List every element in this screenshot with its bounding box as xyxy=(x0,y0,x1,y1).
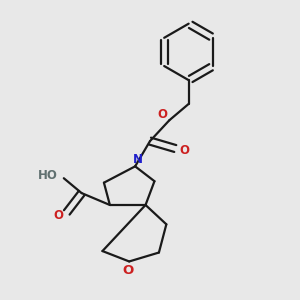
Text: N: N xyxy=(133,153,143,166)
Text: O: O xyxy=(157,108,167,122)
Text: O: O xyxy=(179,143,189,157)
Text: O: O xyxy=(53,209,64,222)
Text: O: O xyxy=(122,264,133,277)
Text: HO: HO xyxy=(38,169,57,182)
